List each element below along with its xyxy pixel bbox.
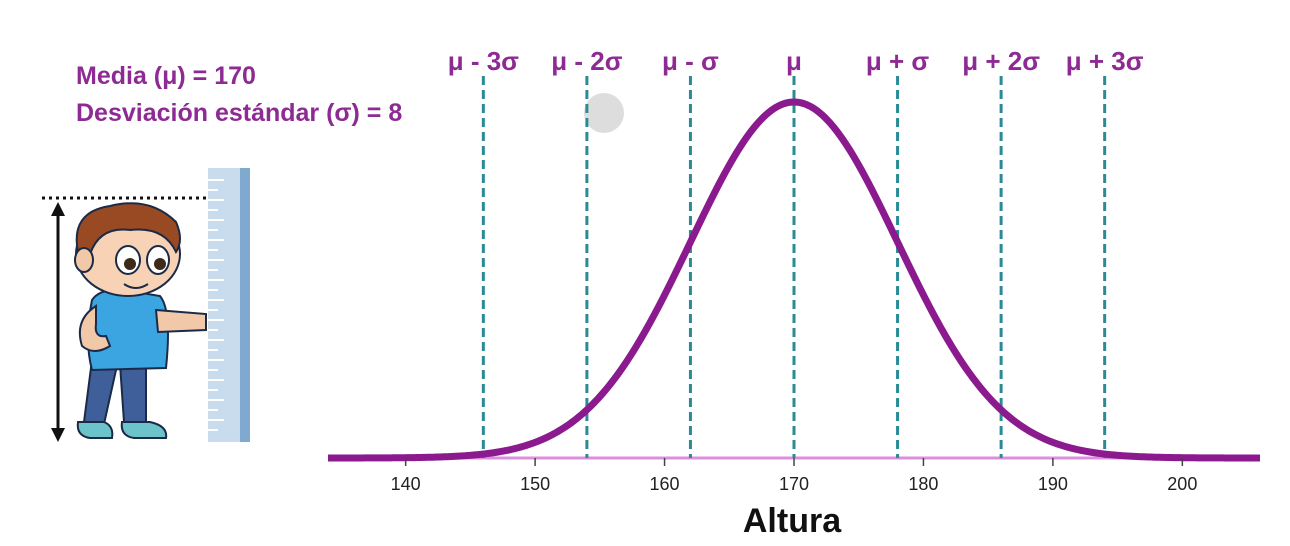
x-tick-label: 190 bbox=[1038, 474, 1068, 494]
sigma-label: μ + 2σ bbox=[962, 46, 1040, 76]
sigma-label: μ - σ bbox=[662, 46, 719, 76]
sigma-label: μ + σ bbox=[866, 46, 930, 76]
x-tick-label: 160 bbox=[650, 474, 680, 494]
x-tick-label: 140 bbox=[391, 474, 421, 494]
mean-label: Media (μ) = 170 bbox=[76, 62, 256, 90]
x-tick-label: 180 bbox=[908, 474, 938, 494]
sd-label: Desviación estándar (σ) = 8 bbox=[76, 99, 403, 127]
sigma-label: μ bbox=[786, 46, 802, 76]
height-arrow-icon bbox=[51, 202, 65, 442]
cursor-dot-icon bbox=[584, 93, 624, 133]
boy-cartoon-icon bbox=[42, 168, 250, 442]
x-tick-label: 170 bbox=[779, 474, 809, 494]
x-tick-label: 200 bbox=[1167, 474, 1197, 494]
x-tick-label: 150 bbox=[520, 474, 550, 494]
parameters-box: Media (μ) = 170 Desviación estándar (σ) … bbox=[76, 58, 402, 132]
normal-curve-line bbox=[326, 98, 1262, 462]
sigma-label: μ - 3σ bbox=[448, 46, 519, 76]
x-axis-label: Altura bbox=[743, 502, 842, 540]
sigma-label: μ + 3σ bbox=[1066, 46, 1144, 76]
sigma-label: μ - 2σ bbox=[551, 46, 622, 76]
height-ruler-icon bbox=[208, 168, 250, 442]
